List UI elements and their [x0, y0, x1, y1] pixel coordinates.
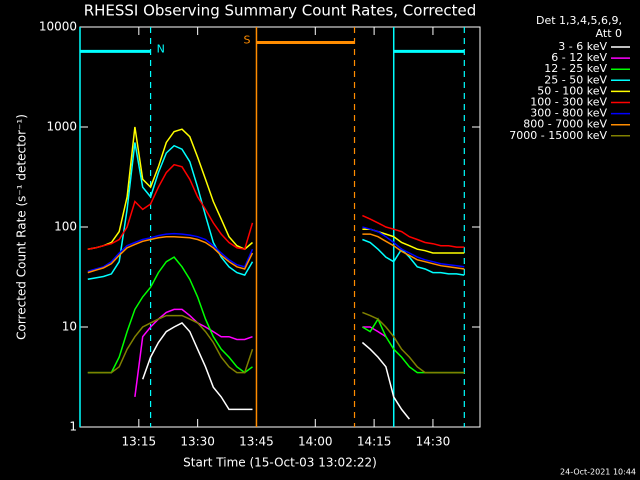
plot-frame: [79, 26, 481, 428]
legend-label: 6 - 12 keV: [551, 51, 607, 64]
series-line: [87, 311, 465, 374]
legend-header: Att 0: [596, 27, 622, 40]
x-axis-label: Start Time (15-Oct-03 13:02:22): [183, 456, 377, 470]
y-axis-label: Corrected Count Rate (s⁻¹ detector⁻¹): [15, 114, 29, 340]
x-tick-label: 14:15: [357, 435, 392, 449]
x-tick-label: 13:45: [239, 435, 274, 449]
legend-label: 50 - 100 keV: [537, 84, 607, 97]
x-tick-label: 13:15: [122, 435, 157, 449]
y-tick-label: 10000: [39, 20, 77, 34]
legend-label: 100 - 300 keV: [530, 96, 607, 109]
series-line: [87, 233, 465, 274]
legend-label: 300 - 800 keV: [530, 107, 607, 120]
series-line: [134, 308, 387, 397]
footnote: 24-Oct-2021 10:44: [560, 468, 636, 477]
x-tick-label: 14:00: [298, 435, 333, 449]
y-tick-label: 100: [54, 220, 77, 234]
legend-header: Det 1,3,4,5,6,9,: [536, 14, 622, 27]
chart-title: RHESSI Observing Summary Count Rates, Co…: [84, 2, 477, 20]
flag-label: N: [157, 42, 165, 55]
series-line: [141, 321, 410, 420]
legend-label: 7000 - 15000 keV: [509, 129, 607, 142]
legend-label: 3 - 6 keV: [558, 40, 607, 53]
x-tick-label: 13:30: [180, 435, 215, 449]
y-tick-label: 10: [62, 320, 77, 334]
x-tick-label: 14:30: [416, 435, 451, 449]
legend-label: 800 - 7000 keV: [523, 118, 607, 131]
legend-label: 12 - 25 keV: [544, 62, 607, 75]
legend-label: 25 - 50 keV: [544, 73, 607, 86]
series-line: [87, 163, 465, 251]
y-tick-label: 1000: [46, 120, 77, 134]
flag-label: S: [243, 33, 250, 46]
series-line: [87, 142, 465, 281]
series-line: [87, 226, 465, 273]
y-tick-label: 1: [69, 420, 77, 434]
